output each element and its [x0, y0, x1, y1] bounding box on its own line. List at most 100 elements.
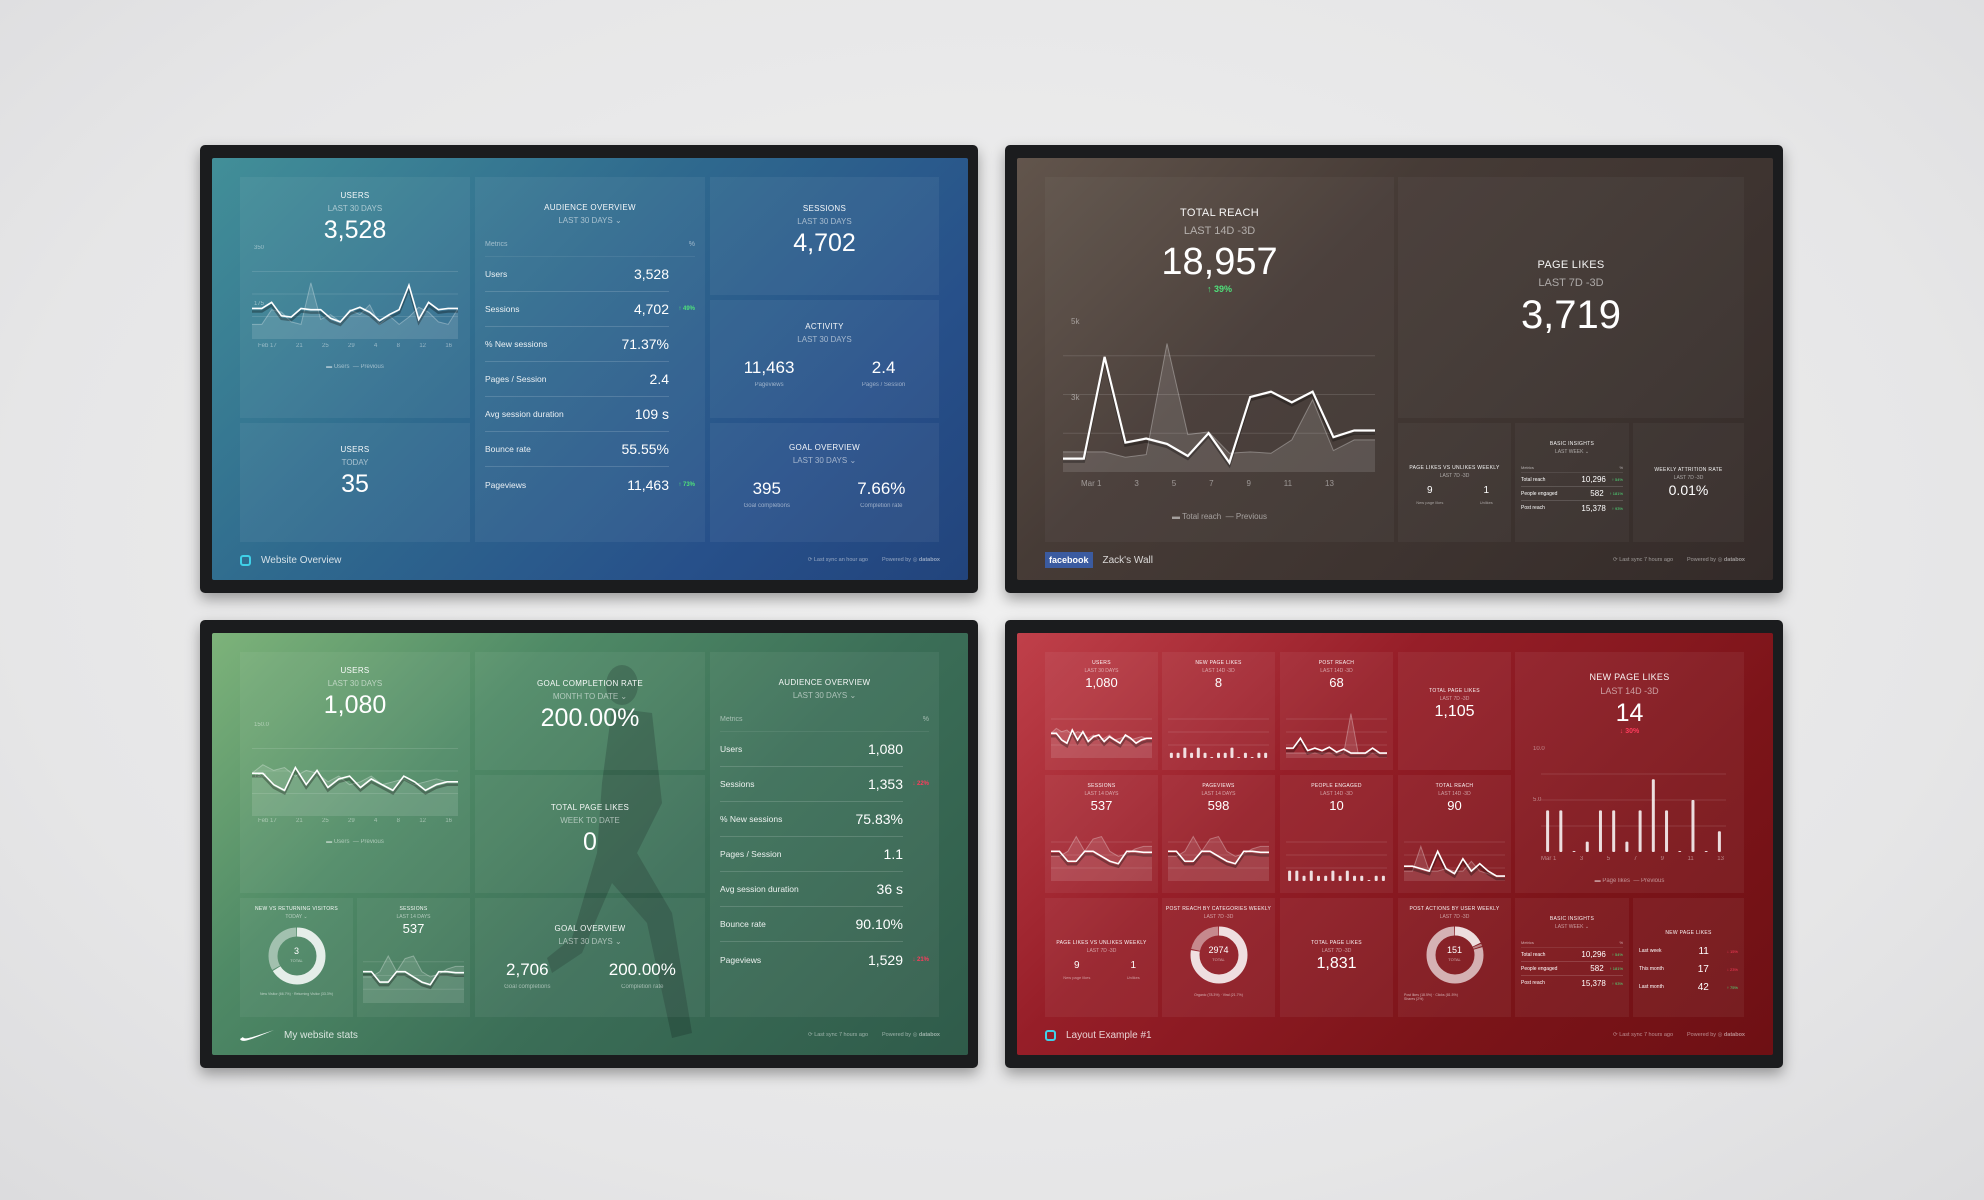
basic-insights-tile[interactable]: Basic insights Last week ⌄ Metrics% Tota…: [1515, 898, 1629, 1017]
tile-period: Week to date: [560, 816, 620, 825]
sessions-tile[interactable]: Sessions Last 30 days 4,702: [710, 177, 939, 295]
activity-tile[interactable]: Activity Last 30 days 11,463 Pageviews 2.4…: [710, 300, 939, 418]
metric-tile[interactable]: Pageviews Last 14 days 598: [1162, 775, 1275, 893]
period-dropdown[interactable]: Last week ⌄: [1554, 924, 1590, 930]
row-label: Bounce rate: [485, 444, 531, 454]
period-dropdown[interactable]: Today ⌄: [285, 914, 308, 920]
y-tick: 3k: [1071, 393, 1080, 402]
dashboard-name[interactable]: Layout Example #1: [1066, 1029, 1152, 1041]
metric-tile[interactable]: Sessions Last 14 days 537: [1045, 775, 1158, 893]
period-dropdown[interactable]: Month to date ⌄: [552, 692, 628, 701]
y-tick: 175: [254, 301, 265, 307]
legend-previous: Previous: [360, 839, 384, 845]
row-label: Users: [720, 744, 743, 754]
row-delta: ↑ 93%: [1611, 980, 1623, 986]
row-delta: ↓ 23%: [1726, 966, 1738, 972]
y-tick: 75.0: [254, 773, 266, 779]
x-tick: Feb 17: [258, 818, 277, 824]
row-value: 582: [1590, 489, 1604, 498]
period-dropdown[interactable]: Last 30 days ⌄: [792, 456, 857, 465]
metric-tile[interactable]: Total reach Last 14D -3D 90: [1398, 775, 1511, 893]
sessions-tile[interactable]: Sessions Last 14 days 537: [357, 898, 470, 1017]
metric-tile[interactable]: Total page likes Last 7D -3D 1,105: [1398, 652, 1511, 770]
goal-completions-value: 2,706: [506, 960, 549, 979]
total-page-likes-tile[interactable]: Total page likes Last 7D -3D 1,831: [1280, 898, 1393, 1017]
dashboard-name[interactable]: Website Overview: [261, 554, 342, 566]
goal-overview-tile[interactable]: Goal overview Last 30 days ⌄ 395 Goal com…: [710, 423, 939, 542]
current-line: [1051, 728, 1152, 745]
total-page-likes-tile[interactable]: Total page likes Week to date 0: [475, 775, 705, 893]
metric-tile[interactable]: Users Last 30 days 1,080: [1045, 652, 1158, 770]
row-delta: ↑ 49%: [678, 306, 695, 312]
table-row: % New sessions 71.37%: [485, 327, 669, 362]
metric-tile[interactable]: Post reach Last 14D -3D 68: [1280, 652, 1393, 770]
powered-by: Powered by ◎ databox: [1687, 1032, 1745, 1038]
row-delta: ↓ 21%: [912, 956, 929, 963]
change-indicator: ↓ 30%: [1619, 728, 1640, 735]
page-likes-vs-unlikes-tile[interactable]: Page likes vs unlikes weekly Last 7D -3D…: [1398, 423, 1511, 542]
table-row: Users 3,528: [485, 257, 669, 292]
current-line: [1404, 849, 1505, 877]
audience-overview-tile[interactable]: Audience overview Last 30 days ⌄ Metrics…: [710, 652, 939, 1017]
bar: [1625, 841, 1629, 852]
metric-chart: [1404, 841, 1505, 881]
line-shadow: [252, 767, 458, 796]
bar: [1381, 875, 1385, 881]
y-tick: 350: [254, 245, 265, 251]
chart-legend: ▬ Users — Previous: [326, 839, 384, 845]
table-row: People engaged 582 ↑ 181%: [1521, 487, 1623, 501]
users-today-tile[interactable]: Users Today 35: [240, 423, 470, 542]
basic-insights-tile[interactable]: Basic insights Last week ⌄ Metrics% Tota…: [1515, 423, 1629, 542]
row-value: 90.10%: [855, 916, 903, 932]
tile-period: Last 14D -3D: [1600, 686, 1659, 696]
x-tick: 25: [322, 818, 329, 824]
dashboard-name[interactable]: My website stats: [284, 1029, 358, 1041]
tile-title: Page likes vs unlikes weekly: [1056, 940, 1147, 946]
bar: [1367, 880, 1371, 881]
col-pct: %: [1619, 940, 1623, 945]
chart-legend: ▬ Users — Previous: [326, 364, 384, 370]
x-tick: 7: [1209, 479, 1214, 488]
donut-slice: [268, 927, 325, 985]
new-likes-value: 9: [1073, 960, 1080, 971]
tile-title: Total page likes: [1311, 940, 1362, 946]
table-row: Avg session duration 36 s: [720, 872, 903, 907]
period-dropdown[interactable]: Last 30 days ⌄: [558, 937, 622, 946]
monitor-facebook: Total reach Last 14D -3D 18,957 ↑ 39% 5k…: [1005, 145, 1783, 593]
dashboard-name[interactable]: Zack's Wall: [1102, 554, 1153, 566]
x-tick: 5: [1171, 479, 1177, 488]
previous-line: [1051, 835, 1152, 857]
x-tick: 25: [322, 343, 329, 349]
page-likes-vs-unlikes-tile[interactable]: Page likes vs unlikes weekly Last 7D -3D…: [1045, 898, 1158, 1017]
tile-title: Weekly attrition rate: [1654, 467, 1723, 473]
periods-table: Last week 11 ↓ 15% This month 17 ↓ 23% Last …: [1639, 942, 1738, 996]
row-value: 582: [1590, 964, 1604, 973]
post-actions-by-user-tile[interactable]: Post actions by user weekly Last 7D -3D …: [1398, 898, 1511, 1017]
goal-completion-rate-tile[interactable]: Goal completion rate Month to date ⌄ 200…: [475, 652, 705, 770]
period-dropdown[interactable]: Last week ⌄: [1554, 449, 1590, 455]
metric-tile[interactable]: People engaged Last 14D -3D 10: [1280, 775, 1393, 893]
period-dropdown[interactable]: Last 30 days ⌄: [558, 216, 622, 225]
row-value: 1,080: [867, 741, 903, 757]
page-likes-tile[interactable]: Page likes Last 7D -3D 3,719: [1398, 177, 1744, 418]
tile-title: New page likes: [1589, 672, 1670, 682]
new-page-likes-periods-tile[interactable]: New page likes Last week 11 ↓ 15% This mon…: [1633, 898, 1744, 1017]
weekly-attrition-tile[interactable]: Weekly attrition rate Last 7D -3D 0.01%: [1633, 423, 1744, 542]
new-page-likes-chart-tile[interactable]: New page likes Last 14D -3D 14 ↓ 30% 10.…: [1515, 652, 1744, 893]
new-vs-returning-tile[interactable]: New vs returning visitors Today ⌄ 3 Tota…: [240, 898, 353, 1017]
audience-overview-tile[interactable]: Audience overview Last 30 days ⌄ Metrics…: [475, 177, 705, 542]
period-dropdown[interactable]: Last 30 days ⌄: [792, 691, 857, 700]
goal-overview-tile[interactable]: Goal overview Last 30 days ⌄ 2,706 Goal c…: [475, 898, 705, 1017]
bar: [1210, 757, 1214, 758]
users-30-days-tile[interactable]: Users Last 30 days 1,080 150.0 75.0 Feb …: [240, 652, 470, 893]
tile-value: 1,831: [1316, 955, 1357, 972]
tile-value: 1,080: [323, 691, 387, 719]
post-reach-by-categories-tile[interactable]: Post reach by categories weekly Last 7D …: [1162, 898, 1275, 1017]
donut-slice: [268, 927, 325, 985]
total-reach-tile[interactable]: Total reach Last 14D -3D 18,957 ↑ 39% 5k…: [1045, 177, 1394, 542]
users-30-days-tile[interactable]: Users Last 30 days 3,528 350 175 Feb 17 2…: [240, 177, 470, 418]
bar: [1324, 875, 1328, 881]
metric-tile[interactable]: New page likes Last 14D -3D 8: [1162, 652, 1275, 770]
col-pct: %: [688, 241, 695, 248]
unlikes-value: 1: [1483, 485, 1490, 496]
